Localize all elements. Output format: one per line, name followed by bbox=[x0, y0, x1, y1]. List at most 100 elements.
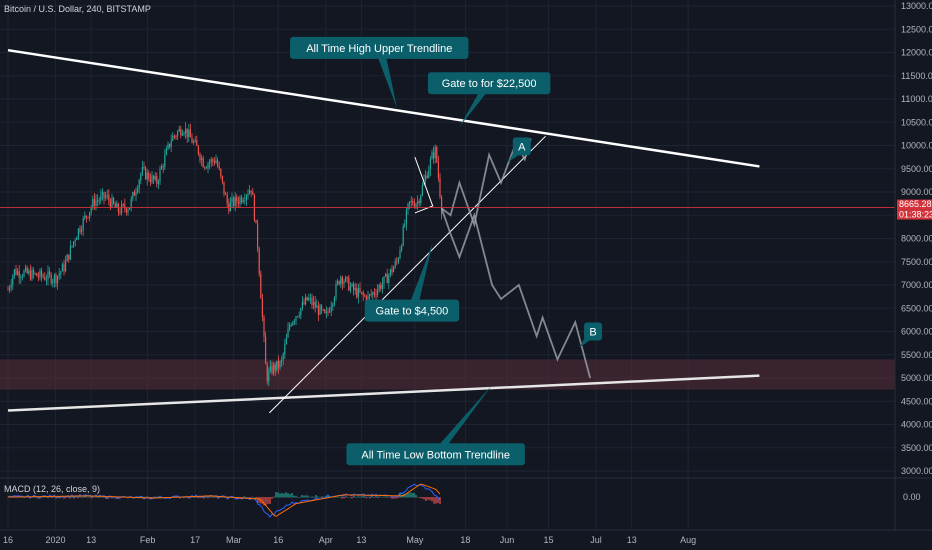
candle-body bbox=[220, 168, 222, 176]
candle-body bbox=[60, 271, 62, 274]
macd-hist-bar bbox=[351, 497, 353, 499]
candle-body bbox=[7, 289, 9, 291]
price-axis-tick: 5500.00 bbox=[901, 350, 932, 360]
candle-body bbox=[132, 192, 134, 199]
signal-line bbox=[8, 483, 441, 517]
macd-hist-bar bbox=[373, 497, 375, 498]
macd-hist-bar bbox=[357, 496, 359, 498]
candle-body bbox=[269, 366, 271, 372]
callout: All Time High Upper Trendline bbox=[290, 36, 469, 109]
candle-body bbox=[348, 277, 350, 291]
candle-body bbox=[90, 207, 92, 212]
time-axis-tick: 2020 bbox=[46, 535, 66, 545]
candle-body bbox=[340, 277, 342, 285]
candle-body bbox=[428, 169, 430, 178]
macd-indicator-label[interactable]: MACD (12, 26, close, 9) bbox=[4, 484, 101, 494]
price-axis-tick: 10500.00 bbox=[901, 117, 932, 127]
candle-body bbox=[317, 305, 319, 315]
candle-body bbox=[196, 140, 198, 146]
callout-text: Gate to $4,500 bbox=[376, 306, 449, 318]
callout-text: All Time Low Bottom Trendline bbox=[361, 449, 510, 461]
candle-body bbox=[209, 162, 211, 164]
candle-body bbox=[311, 297, 313, 305]
candle-body bbox=[282, 354, 284, 360]
macd-hist-bar bbox=[383, 496, 385, 498]
price-axis-tick: 10000.00 bbox=[901, 141, 932, 151]
rising-support-line[interactable] bbox=[269, 135, 546, 414]
candle-body bbox=[197, 145, 199, 154]
pennant-shape bbox=[414, 156, 434, 214]
candle-body bbox=[289, 325, 291, 329]
macd-hist-bar bbox=[327, 494, 329, 498]
candle-body bbox=[433, 152, 435, 159]
candle-body bbox=[276, 360, 278, 371]
candle-body bbox=[378, 285, 380, 290]
candle-body bbox=[210, 159, 212, 163]
macd-hist-bar bbox=[153, 496, 155, 498]
price-axis-tick: 4000.00 bbox=[901, 420, 932, 430]
candle-body bbox=[157, 181, 159, 184]
price-axis[interactable]: 13000.00 12500.00 12000.00 11500.00 11000.00… bbox=[894, 0, 932, 530]
candle-body bbox=[437, 161, 439, 178]
macd-hist-bar bbox=[411, 492, 413, 498]
candle-body bbox=[50, 274, 52, 284]
candle-body bbox=[191, 137, 193, 143]
time-axis[interactable]: 16 2020 13 Feb 17 Mar 16 Apr 13 May 18 Jun 15 Jul 13 Au… bbox=[3, 535, 696, 545]
callout: Gate to for $22,500 bbox=[427, 72, 551, 127]
callout-text: All Time High Upper Trendline bbox=[306, 43, 452, 55]
candle-body bbox=[98, 200, 100, 202]
candle-body bbox=[316, 305, 318, 308]
macd-hist-bar bbox=[93, 496, 95, 498]
macd-hist-bar bbox=[365, 497, 367, 499]
candle-body bbox=[69, 246, 71, 260]
candle-body bbox=[37, 276, 39, 278]
candle-body bbox=[293, 320, 295, 322]
callout-box bbox=[290, 36, 469, 59]
candle-body bbox=[410, 200, 412, 202]
macd-hist-bar bbox=[353, 495, 355, 498]
macd-hist-bar bbox=[355, 496, 357, 498]
lower-trendline[interactable] bbox=[7, 374, 760, 412]
symbol-title[interactable]: Bitcoin / U.S. Dollar, 240, BITSTAMP bbox=[4, 4, 151, 14]
macd-hist-bar bbox=[309, 497, 311, 498]
candle-body bbox=[295, 316, 297, 321]
macd-hist-bar bbox=[333, 496, 335, 498]
candle-body bbox=[396, 261, 398, 263]
candle-body bbox=[260, 273, 262, 299]
macd-hist-bar bbox=[435, 497, 437, 504]
upper-trendline[interactable] bbox=[7, 48, 760, 168]
candle-body bbox=[225, 193, 227, 195]
macd-hist-bar bbox=[367, 496, 369, 498]
candle-body bbox=[377, 289, 379, 295]
macd-hist-bar bbox=[87, 497, 89, 498]
macd-hist-bar bbox=[279, 493, 281, 498]
price-axis-tick: 4500.00 bbox=[901, 396, 932, 406]
macd-hist-bar bbox=[305, 495, 307, 498]
macd-hist-bar bbox=[341, 497, 343, 499]
candle-body bbox=[141, 166, 143, 174]
time-axis-tick: 16 bbox=[273, 535, 283, 545]
candle-body bbox=[36, 273, 38, 277]
macd-hist-bar bbox=[291, 492, 293, 498]
candle-body bbox=[268, 371, 270, 382]
candle-body bbox=[111, 197, 113, 208]
candle-body bbox=[351, 283, 353, 287]
candle-timer-text: 01:38:23 bbox=[899, 210, 932, 220]
candle-body bbox=[383, 276, 385, 284]
candle-body bbox=[45, 279, 47, 281]
candle-body bbox=[321, 305, 323, 310]
candle-body bbox=[170, 140, 172, 147]
candle-body bbox=[106, 195, 108, 197]
macd-hist-bar bbox=[207, 497, 209, 499]
candles bbox=[7, 122, 443, 387]
macd-hist-bar bbox=[349, 497, 351, 498]
candle-body bbox=[399, 250, 401, 259]
macd-hist-bar bbox=[61, 496, 63, 498]
macd-hist-bar bbox=[263, 497, 265, 506]
candle-body bbox=[346, 277, 348, 279]
candle-body bbox=[301, 302, 303, 309]
macd-hist-bar bbox=[337, 496, 339, 498]
candle-body bbox=[247, 193, 249, 196]
candle-body bbox=[309, 297, 311, 299]
